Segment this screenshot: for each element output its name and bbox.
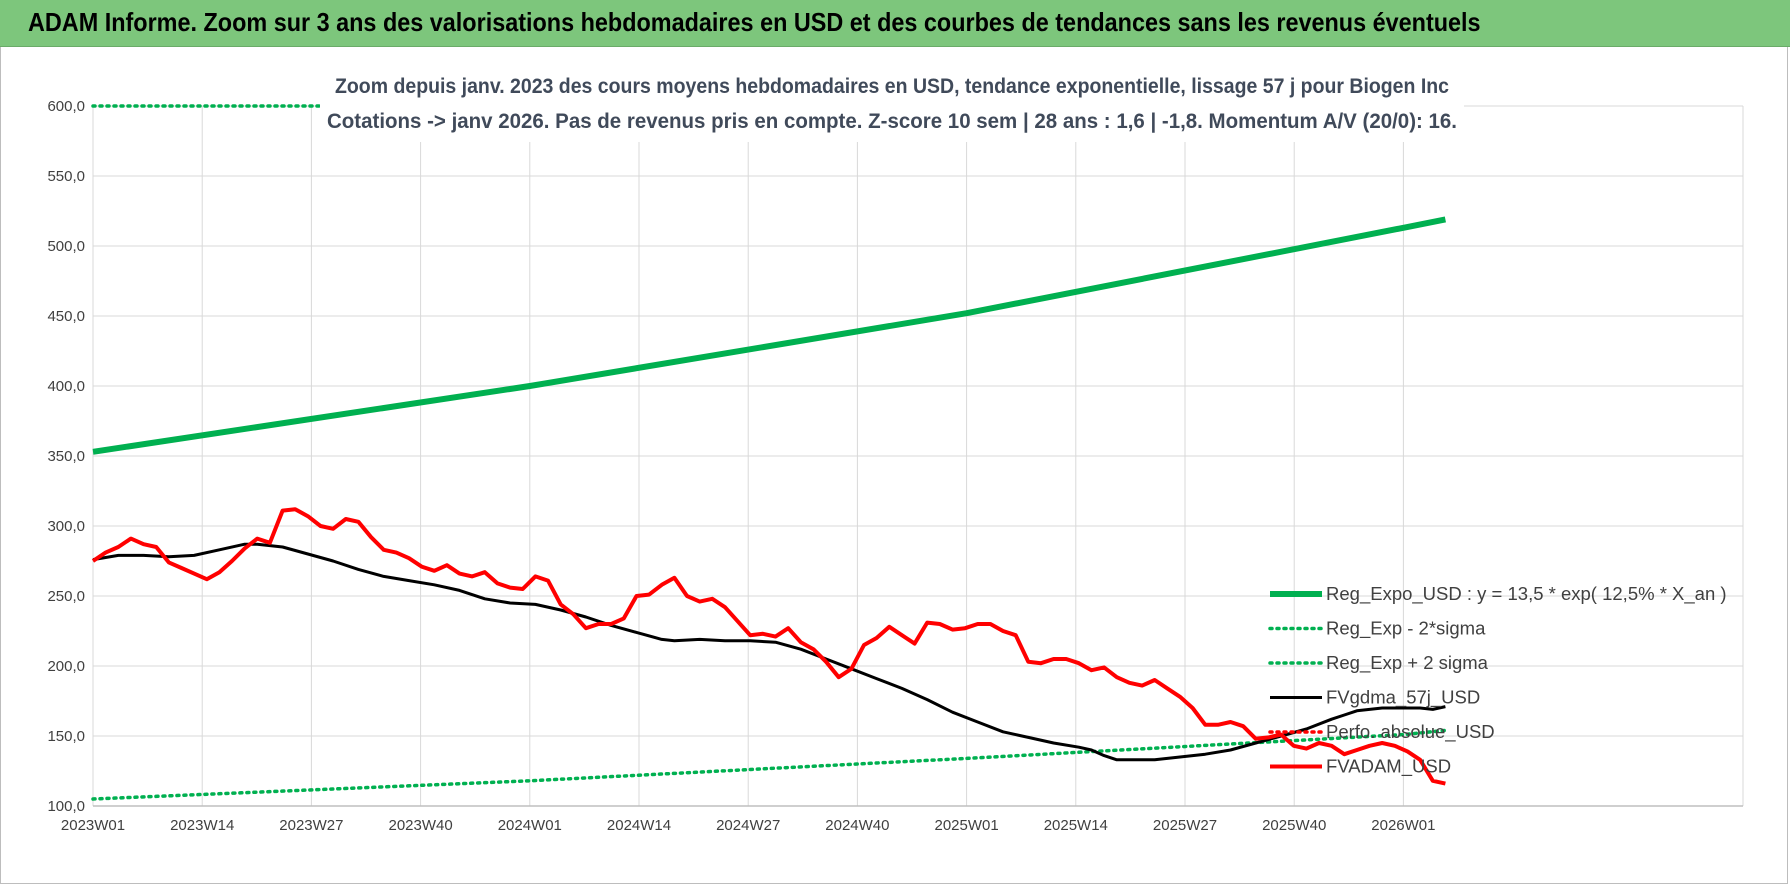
- y-tick-label: 150,0: [47, 728, 85, 745]
- x-tick-label: 2023W14: [170, 817, 234, 834]
- header-banner: ADAM Informe. Zoom sur 3 ans des valoris…: [0, 0, 1790, 47]
- legend: Reg_Expo_USD : y = 13,5 * exp( 12,5% * X…: [1268, 583, 1727, 778]
- legend-label: Reg_Expo_USD : y = 13,5 * exp( 12,5% * X…: [1326, 583, 1727, 605]
- x-tick-label: 2025W14: [1044, 817, 1108, 834]
- y-tick-label: 200,0: [47, 658, 85, 675]
- y-tick-label: 250,0: [47, 588, 85, 605]
- legend-label: Perfo. absolue_USD: [1326, 721, 1495, 743]
- legend-label: Reg_Exp + 2 sigma: [1326, 652, 1489, 674]
- y-tick-label: 100,0: [47, 798, 85, 815]
- x-tick-label: 2025W40: [1262, 817, 1326, 834]
- x-tick-label: 2024W40: [825, 817, 889, 834]
- banner-title: ADAM Informe. Zoom sur 3 ans des valoris…: [28, 7, 1481, 37]
- y-tick-label: 300,0: [47, 518, 85, 535]
- y-tick-label: 400,0: [47, 378, 85, 395]
- x-tick-label: 2023W01: [61, 817, 125, 834]
- series-line-reg-expo-usd-0: [92, 216, 1446, 455]
- series-line-reg-exp-1: [91, 728, 1448, 801]
- chart-title-line1: Zoom depuis janv. 2023 des cours moyens …: [335, 75, 1449, 98]
- y-tick-label: 600,0: [47, 98, 85, 115]
- title-backdrop: [320, 66, 1464, 142]
- legend-label: FVgdma_57j_USD: [1326, 687, 1480, 709]
- x-tick-label: 2026W01: [1371, 817, 1435, 834]
- x-tick-label: 2025W01: [934, 817, 998, 834]
- x-tick-label: 2024W01: [498, 817, 562, 834]
- legend-label: Reg_Exp - 2*sigma: [1326, 618, 1486, 640]
- x-tick-label: 2024W27: [716, 817, 780, 834]
- series-line-fvadam-usd-5: [91, 507, 1446, 786]
- y-tick-label: 350,0: [47, 448, 85, 465]
- y-tick-label: 500,0: [47, 238, 85, 255]
- y-axis-ticks: 100,0 150,0 200,0 250,0 300,0 350,0 400,0 450,0…: [47, 98, 85, 815]
- x-tick-label: 2023W40: [388, 817, 452, 834]
- legend-label: FVADAM_USD: [1326, 756, 1451, 778]
- gridlines: [92, 105, 1744, 807]
- y-tick-label: 550,0: [47, 168, 85, 185]
- series-line-fvgdma-57j-usd-3: [92, 542, 1446, 762]
- y-tick-label: 450,0: [47, 308, 85, 325]
- x-tick-label: 2024W14: [607, 817, 671, 834]
- chart-title-line2: Cotations -> janv 2026. Pas de revenus p…: [327, 110, 1457, 133]
- x-tick-label: 2025W27: [1153, 817, 1217, 834]
- x-tick-label: 2023W27: [279, 817, 343, 834]
- series-group: [91, 104, 1448, 801]
- x-axis-ticks: 2023W01 2023W14 2023W27 2023W40 2024W01 2024W…: [61, 817, 1436, 834]
